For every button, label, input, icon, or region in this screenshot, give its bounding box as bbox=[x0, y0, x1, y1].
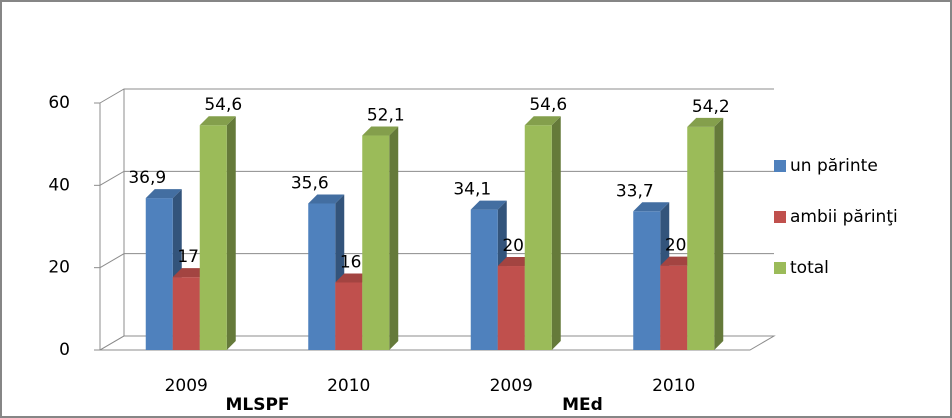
value-label: 36,9 bbox=[128, 168, 166, 188]
legend-label: ambii părinţi bbox=[790, 207, 898, 227]
legend-label: un părinte bbox=[790, 156, 878, 176]
y-tick-label: 0 bbox=[59, 340, 70, 360]
bar-top bbox=[199, 116, 236, 126]
x-tick-label: 2010 bbox=[652, 376, 695, 396]
bar bbox=[199, 125, 227, 350]
bar-top bbox=[362, 126, 399, 136]
x-tick-label: 2009 bbox=[490, 376, 533, 396]
group-label: MEd bbox=[562, 395, 603, 415]
x-tick-label: 2009 bbox=[165, 376, 208, 396]
bar bbox=[308, 203, 336, 350]
bar bbox=[172, 277, 200, 350]
bar-top bbox=[470, 200, 507, 210]
bar bbox=[497, 266, 525, 350]
group-label: MLSPF bbox=[225, 395, 289, 415]
value-label: 35,6 bbox=[291, 173, 329, 193]
bar-top bbox=[524, 116, 561, 126]
bar-side bbox=[389, 126, 399, 350]
value-label: 33,7 bbox=[616, 181, 654, 201]
bar bbox=[524, 125, 552, 350]
grid-line bbox=[99, 88, 774, 104]
y-tick-label: 20 bbox=[48, 258, 70, 278]
legend-swatch bbox=[774, 262, 786, 274]
bar bbox=[362, 135, 390, 350]
bar bbox=[633, 211, 661, 350]
bar bbox=[687, 126, 715, 350]
bar-top bbox=[687, 117, 724, 127]
y-tick-label: 40 bbox=[48, 175, 70, 195]
bar-top bbox=[633, 202, 670, 212]
value-label: 54,6 bbox=[204, 95, 242, 115]
legend-label: total bbox=[790, 258, 829, 278]
bar-side bbox=[226, 116, 236, 350]
legend-swatch bbox=[774, 160, 786, 172]
y-tick-label: 60 bbox=[48, 93, 70, 113]
x-tick-label: 2010 bbox=[327, 376, 370, 396]
bar-top bbox=[308, 194, 345, 204]
value-label: 52,1 bbox=[367, 106, 405, 126]
legend-swatch bbox=[774, 211, 786, 223]
bar bbox=[470, 209, 498, 350]
value-label: 54,2 bbox=[692, 97, 730, 117]
bar-side bbox=[714, 117, 724, 350]
bar-top bbox=[145, 189, 182, 199]
bar bbox=[145, 198, 173, 350]
value-label: 54,6 bbox=[529, 95, 567, 115]
bar bbox=[335, 282, 363, 350]
bar bbox=[660, 265, 688, 350]
value-label: 34,1 bbox=[453, 180, 491, 200]
bar-side bbox=[551, 116, 561, 350]
